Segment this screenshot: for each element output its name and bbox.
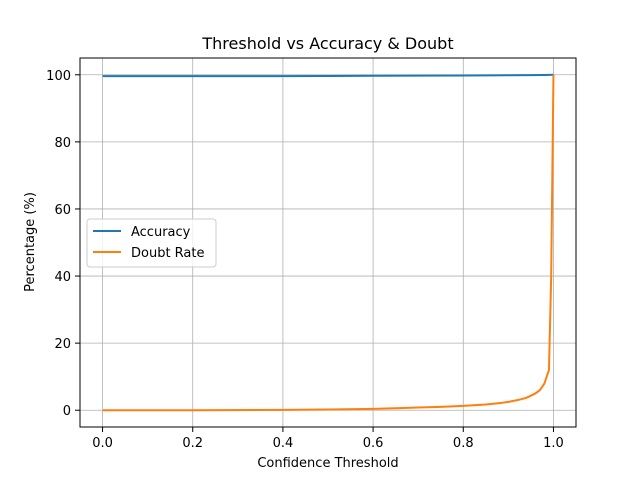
x-tick-label: 0.6 (363, 436, 384, 451)
y-tick-label: 60 (54, 203, 71, 218)
x-axis-label: Confidence Threshold (257, 456, 398, 471)
series-line-doubt-rate (102, 74, 555, 412)
plot-area (102, 73, 555, 412)
y-axis-label: Percentage (%) (23, 192, 38, 292)
plot-frame (79, 57, 577, 428)
chart-title: Threshold vs Accuracy & Doubt (201, 34, 453, 53)
legend: Accuracy Doubt Rate (86, 218, 217, 268)
x-tick-label: 0.2 (182, 436, 203, 451)
y-tick-label: 100 (46, 69, 71, 84)
x-tick-label: 0.8 (453, 436, 474, 451)
x-tick-label: 0.0 (92, 436, 113, 451)
y-axis-ticks: 0 20 40 60 80 100 (46, 69, 80, 419)
x-axis-ticks: 0.0 0.2 0.4 0.6 0.8 1.0 (92, 427, 564, 451)
legend-label-accuracy: Accuracy (131, 225, 191, 240)
x-tick-label: 1.0 (543, 436, 564, 451)
legend-label-doubt-rate: Doubt Rate (131, 246, 205, 261)
series-line-accuracy (102, 73, 554, 78)
y-tick-label: 80 (54, 136, 71, 151)
y-tick-label: 0 (63, 404, 71, 419)
y-tick-label: 20 (54, 337, 71, 352)
y-tick-label: 40 (54, 270, 71, 285)
x-tick-label: 0.4 (273, 436, 294, 451)
